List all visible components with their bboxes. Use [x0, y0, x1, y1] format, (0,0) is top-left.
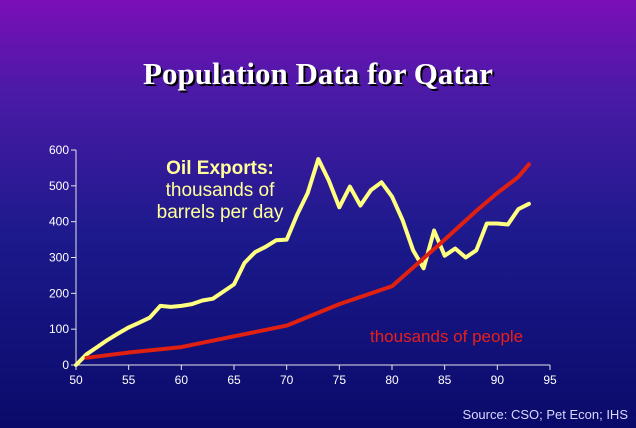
source-note: Source: CSO; Pet Econ; IHS [462, 407, 628, 422]
x-tick-label: 55 [122, 373, 136, 387]
x-tick-label: 50 [69, 373, 83, 387]
y-tick-label: 500 [49, 179, 69, 193]
y-tick-label: 400 [49, 215, 69, 229]
x-tick-label: 75 [333, 373, 347, 387]
y-tick-label: 300 [49, 251, 69, 265]
x-tick-label: 65 [227, 373, 241, 387]
oil-exports-title: Oil Exports: [166, 158, 274, 179]
x-tick-label: 85 [438, 373, 452, 387]
oil-exports-line [74, 157, 531, 367]
population-line [84, 162, 531, 360]
oil-exports-unit-line-1: thousands of [165, 180, 275, 201]
axes: 0 100 200 300 400 500 600 50 55 60 65 70 75 80 85 90 95 [49, 143, 557, 387]
x-tick-label: 90 [491, 373, 505, 387]
x-tick-label: 70 [280, 373, 294, 387]
y-tick-label: 100 [49, 322, 69, 336]
series-lines [74, 157, 531, 367]
population-label: thousands of people [370, 327, 524, 346]
y-tick-label: 0 [62, 358, 69, 372]
oil-exports-unit-line-2: barrels per day [156, 202, 284, 223]
x-tick-label: 60 [175, 373, 189, 387]
chart-title: Population Data for Qatar [143, 56, 493, 91]
x-tick-label: 80 [385, 373, 399, 387]
oil-exports-label: Oil Exports: thousands of barrels per da… [135, 158, 305, 224]
x-tick-label: 95 [543, 373, 557, 387]
y-tick-label: 200 [49, 286, 69, 300]
y-tick-label: 600 [49, 143, 69, 157]
